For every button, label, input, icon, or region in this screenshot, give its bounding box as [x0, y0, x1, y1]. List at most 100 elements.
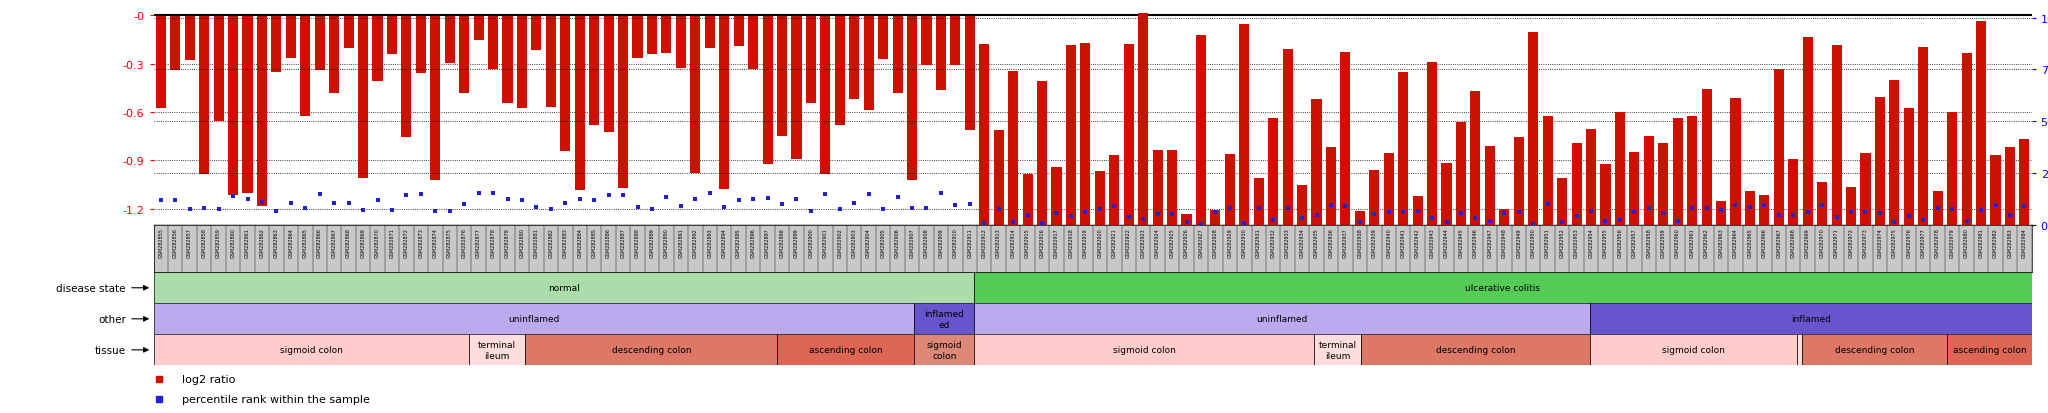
Point [360, 197, 393, 203]
Text: terminal
ileum: terminal ileum [479, 340, 516, 360]
Bar [791, 16, 801, 160]
Text: sigmoid colon: sigmoid colon [1112, 346, 1176, 354]
Bar [1817, 183, 1827, 225]
Text: GSM282957: GSM282957 [1632, 228, 1636, 257]
Text: GSM282933: GSM282933 [1286, 228, 1290, 257]
Bar [1860, 154, 1870, 225]
Point [145, 197, 178, 204]
Bar [373, 16, 383, 82]
Bar [1976, 22, 1987, 225]
Bar [1210, 211, 1221, 225]
Point [1286, 216, 1319, 222]
Text: GSM282952: GSM282952 [1561, 228, 1565, 257]
Bar [1282, 50, 1292, 225]
FancyBboxPatch shape [1591, 335, 1796, 366]
Text: disease state: disease state [57, 283, 125, 293]
Text: GSM282902: GSM282902 [838, 228, 842, 257]
Bar [547, 16, 555, 107]
Text: GSM282964: GSM282964 [1733, 228, 1739, 257]
Bar [430, 16, 440, 181]
Bar [836, 16, 846, 126]
Bar [1759, 195, 1769, 225]
Point [997, 219, 1030, 225]
Text: ascending colon: ascending colon [809, 346, 883, 354]
Point [1792, 210, 1825, 216]
Bar [965, 16, 975, 130]
Bar [1933, 192, 1944, 225]
Text: GSM282864: GSM282864 [289, 228, 293, 257]
Point [1329, 203, 1362, 210]
Point [1690, 205, 1722, 211]
Bar [1802, 38, 1812, 225]
Text: GSM282976: GSM282976 [1907, 228, 1911, 257]
Bar [199, 16, 209, 175]
Text: GSM282980: GSM282980 [1964, 228, 1968, 257]
Point [680, 197, 713, 203]
Point [375, 207, 408, 214]
Text: GSM282928: GSM282928 [1212, 228, 1219, 257]
Point [1589, 218, 1622, 224]
Bar [676, 16, 686, 69]
Text: GSM282925: GSM282925 [1169, 228, 1176, 257]
Bar [1384, 154, 1395, 225]
Text: GSM282868: GSM282868 [346, 228, 350, 257]
Text: descending colon: descending colon [1835, 346, 1915, 354]
Point [217, 193, 250, 200]
Point [1012, 212, 1044, 219]
Text: GSM282876: GSM282876 [461, 228, 467, 257]
Point [1415, 215, 1448, 221]
Text: GSM282873: GSM282873 [418, 228, 424, 257]
Bar [633, 16, 643, 59]
FancyBboxPatch shape [1796, 335, 1802, 366]
Text: GSM282940: GSM282940 [1386, 228, 1391, 257]
Point [1198, 209, 1231, 216]
Bar [907, 16, 918, 180]
Point [823, 206, 856, 213]
Point [1372, 209, 1405, 216]
Bar [922, 16, 932, 65]
Point [246, 199, 279, 206]
Bar [748, 16, 758, 70]
Bar [1614, 113, 1624, 225]
Text: GSM282932: GSM282932 [1270, 228, 1276, 257]
Text: other: other [98, 314, 125, 324]
Point [578, 197, 610, 204]
Bar [516, 16, 526, 109]
Point [1184, 221, 1217, 228]
Bar [1645, 136, 1655, 225]
Bar [604, 16, 614, 133]
Bar [1225, 154, 1235, 225]
Text: GSM282909: GSM282909 [938, 228, 944, 257]
Text: GSM282887: GSM282887 [621, 228, 625, 257]
Point [1921, 206, 1954, 212]
Point [1489, 210, 1522, 217]
Point [752, 195, 784, 202]
Point [2007, 203, 2040, 209]
Text: GSM282914: GSM282914 [1010, 228, 1016, 257]
Text: GSM282858: GSM282858 [201, 228, 207, 257]
Bar [1673, 119, 1683, 225]
Bar [879, 16, 889, 60]
Text: GSM282949: GSM282949 [1516, 228, 1522, 257]
Text: GSM282882: GSM282882 [549, 228, 553, 257]
Bar [1571, 144, 1581, 225]
Point [1444, 210, 1477, 216]
Bar [1051, 168, 1061, 225]
Bar [618, 16, 629, 189]
Point [1647, 211, 1679, 217]
Point [1604, 217, 1636, 223]
Point [260, 208, 293, 215]
Point [563, 196, 596, 202]
Text: GSM282890: GSM282890 [664, 228, 670, 257]
Text: GSM282893: GSM282893 [707, 228, 713, 257]
Point [1632, 205, 1665, 212]
Text: descending colon: descending colon [1436, 346, 1516, 354]
Point [463, 191, 496, 197]
Text: GSM282898: GSM282898 [780, 228, 784, 257]
Point [492, 196, 524, 202]
Bar [287, 16, 295, 59]
Point [909, 205, 942, 212]
Text: GSM282972: GSM282972 [1849, 228, 1853, 257]
Point [1907, 217, 1939, 224]
Point [1055, 214, 1087, 220]
